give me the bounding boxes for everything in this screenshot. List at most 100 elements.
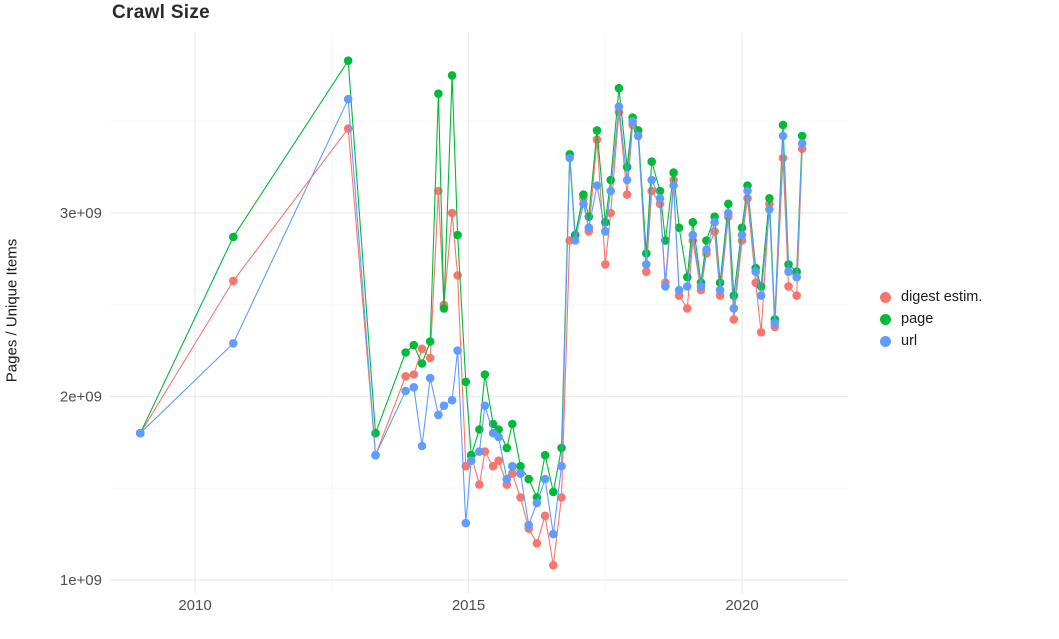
- data-point-url[interactable]: [696, 282, 706, 291]
- data-point-url[interactable]: [516, 469, 525, 478]
- data-point-page[interactable]: [343, 56, 353, 65]
- data-point-url[interactable]: [494, 432, 503, 442]
- data-point-digestestim[interactable]: [516, 493, 525, 502]
- legend-item-page[interactable]: page: [880, 308, 982, 330]
- data-point-page[interactable]: [401, 348, 410, 357]
- data-point-page[interactable]: [737, 223, 747, 232]
- data-point-url[interactable]: [570, 236, 580, 245]
- data-point-digestestim[interactable]: [683, 304, 692, 313]
- data-point-digestestim[interactable]: [557, 493, 566, 502]
- data-point-url[interactable]: [669, 181, 678, 190]
- data-point-digestestim[interactable]: [425, 353, 435, 363]
- data-point-url[interactable]: [784, 267, 793, 277]
- data-point-url[interactable]: [401, 386, 410, 396]
- data-point-url[interactable]: [409, 383, 419, 392]
- data-point-url[interactable]: [743, 186, 752, 196]
- data-point-url[interactable]: [425, 373, 435, 383]
- data-point-url[interactable]: [502, 474, 512, 484]
- data-point-url[interactable]: [724, 208, 733, 218]
- data-point-digestestim[interactable]: [756, 328, 766, 337]
- data-point-page[interactable]: [674, 223, 684, 232]
- data-point-url[interactable]: [475, 447, 484, 456]
- data-point-url[interactable]: [601, 227, 610, 236]
- data-point-page[interactable]: [371, 428, 380, 438]
- data-point-url[interactable]: [592, 181, 602, 190]
- data-point-page[interactable]: [778, 120, 788, 130]
- data-point-page[interactable]: [480, 370, 490, 379]
- data-point-page[interactable]: [434, 89, 443, 98]
- data-point-url[interactable]: [622, 175, 632, 185]
- data-point-url[interactable]: [136, 428, 145, 438]
- data-point-url[interactable]: [417, 441, 427, 451]
- data-point-page[interactable]: [647, 157, 656, 166]
- data-point-url[interactable]: [549, 529, 558, 539]
- data-point-digestestim[interactable]: [453, 271, 462, 280]
- data-point-page[interactable]: [425, 337, 435, 346]
- legend-item-digest[interactable]: digest estim.: [880, 286, 982, 308]
- data-point-page[interactable]: [461, 377, 471, 387]
- data-point-url[interactable]: [540, 474, 550, 484]
- data-point-url[interactable]: [579, 199, 588, 209]
- data-point-url[interactable]: [453, 346, 462, 355]
- data-point-digestestim[interactable]: [642, 267, 651, 277]
- data-point-page[interactable]: [729, 291, 739, 300]
- data-point-url[interactable]: [661, 282, 670, 291]
- data-point-url[interactable]: [683, 282, 692, 291]
- data-point-page[interactable]: [622, 162, 632, 172]
- data-point-url[interactable]: [461, 518, 471, 528]
- data-point-page[interactable]: [606, 175, 615, 185]
- data-point-page[interactable]: [765, 194, 774, 203]
- data-point-url[interactable]: [751, 267, 760, 277]
- data-point-digestestim[interactable]: [475, 480, 484, 489]
- data-point-digestestim[interactable]: [540, 511, 550, 521]
- data-point-url[interactable]: [614, 102, 624, 111]
- data-point-digestestim[interactable]: [447, 208, 457, 218]
- data-point-page[interactable]: [601, 217, 610, 227]
- data-point-url[interactable]: [557, 461, 566, 471]
- data-point-url[interactable]: [778, 131, 788, 141]
- data-point-url[interactable]: [434, 410, 443, 420]
- data-point-digestestim[interactable]: [592, 135, 602, 144]
- data-point-digestestim[interactable]: [401, 372, 410, 381]
- data-point-url[interactable]: [655, 194, 665, 203]
- data-point-digestestim[interactable]: [729, 315, 739, 324]
- data-point-url[interactable]: [628, 117, 637, 126]
- data-point-url[interactable]: [765, 205, 774, 214]
- data-point-page[interactable]: [724, 199, 733, 209]
- data-point-page[interactable]: [453, 230, 462, 240]
- data-point-digestestim[interactable]: [792, 291, 801, 300]
- data-point-digestestim[interactable]: [601, 260, 610, 269]
- data-point-url[interactable]: [584, 223, 594, 232]
- data-point-url[interactable]: [797, 139, 807, 148]
- data-point-page[interactable]: [409, 340, 419, 350]
- data-point-url[interactable]: [688, 230, 698, 240]
- data-point-digestestim[interactable]: [622, 190, 632, 199]
- data-point-page[interactable]: [439, 304, 449, 313]
- data-point-page[interactable]: [614, 83, 624, 93]
- data-point-digestestim[interactable]: [494, 456, 503, 466]
- data-point-url[interactable]: [371, 450, 380, 460]
- legend-item-url[interactable]: url: [880, 330, 982, 352]
- data-point-url[interactable]: [229, 339, 238, 348]
- data-point-page[interactable]: [669, 168, 678, 177]
- data-point-url[interactable]: [508, 461, 517, 471]
- data-point-page[interactable]: [229, 232, 238, 242]
- data-point-url[interactable]: [606, 186, 615, 196]
- data-point-page[interactable]: [540, 450, 550, 460]
- data-point-url[interactable]: [729, 304, 739, 313]
- data-point-page[interactable]: [447, 71, 457, 80]
- data-point-page[interactable]: [508, 419, 517, 429]
- data-point-digestestim[interactable]: [417, 344, 427, 354]
- data-point-page[interactable]: [715, 278, 725, 288]
- data-point-url[interactable]: [647, 175, 656, 185]
- data-point-page[interactable]: [797, 131, 807, 141]
- data-point-url[interactable]: [532, 498, 542, 508]
- data-point-url[interactable]: [737, 230, 747, 240]
- data-point-url[interactable]: [715, 285, 725, 295]
- data-point-page[interactable]: [592, 126, 602, 135]
- data-point-url[interactable]: [565, 153, 574, 163]
- data-point-page[interactable]: [683, 272, 692, 282]
- data-point-url[interactable]: [702, 245, 711, 254]
- data-point-digestestim[interactable]: [549, 561, 558, 570]
- data-point-page[interactable]: [688, 217, 698, 227]
